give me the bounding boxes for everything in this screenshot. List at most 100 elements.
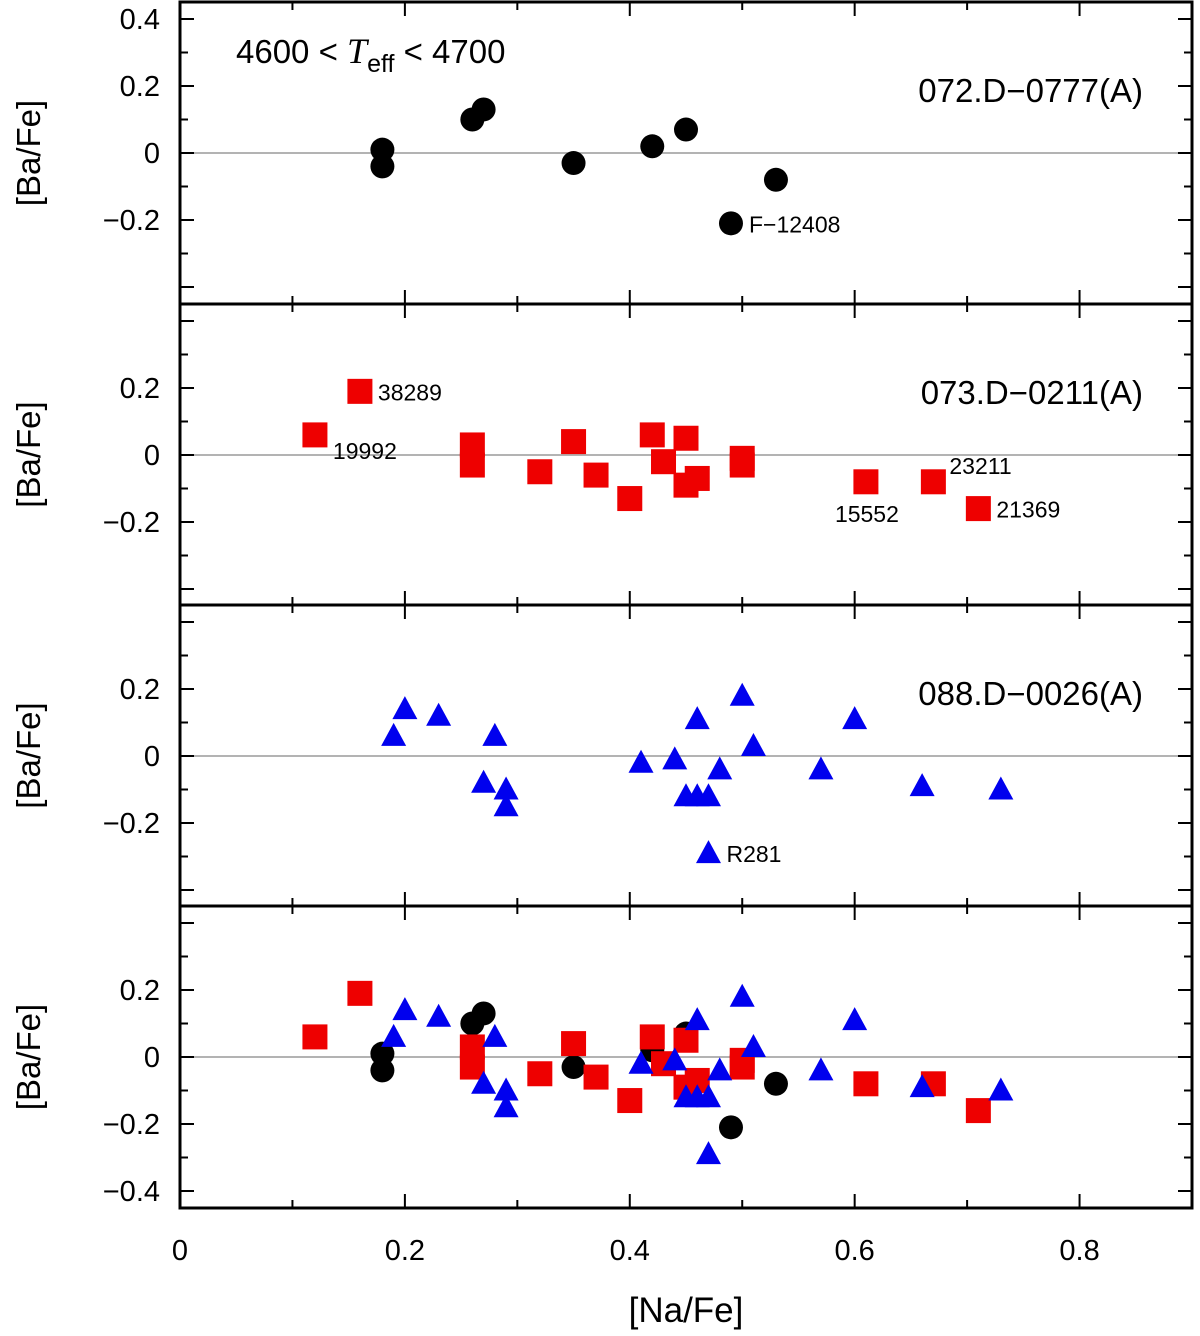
y-tick-label: 0.2 [120, 975, 160, 1007]
data-point-square [527, 1061, 553, 1087]
data-point-triangle [392, 696, 418, 720]
panel-run-label: 073.D−0211(A) [921, 374, 1143, 411]
data-point-triangle [988, 1077, 1014, 1101]
data-point-square [920, 469, 946, 495]
data-point-triangle [684, 706, 710, 730]
y-tick-label: −0.2 [103, 808, 160, 840]
data-point-square [684, 465, 710, 491]
data-point-triangle [628, 749, 654, 773]
data-point-triangle [482, 1023, 508, 1047]
data-point-triangle [740, 732, 766, 756]
y-axis-title: [Ba/Fe] [10, 100, 47, 206]
point-annotation: R281 [726, 841, 781, 867]
y-tick-label: 0.4 [120, 4, 160, 36]
data-point-circle [640, 134, 665, 159]
data-point-square [673, 1027, 699, 1053]
x-tick-label: 0.6 [835, 1235, 875, 1267]
temp-subscript: eff [367, 50, 394, 78]
data-point-triangle [493, 793, 519, 817]
x-tick-label: 0.8 [1059, 1235, 1099, 1267]
data-point-triangle [909, 773, 935, 797]
data-point-square [673, 425, 699, 451]
temp-symbol: T [347, 31, 370, 71]
data-point-circle [471, 1001, 496, 1026]
data-point-square [617, 486, 643, 512]
data-point-square [459, 452, 485, 478]
data-point-square [639, 1024, 665, 1050]
y-tick-label: −0.4 [103, 1176, 160, 1208]
temp-low: 4600 [236, 33, 309, 70]
data-point-triangle [471, 769, 497, 793]
data-point-circle [718, 1115, 743, 1140]
y-axis-title: [Ba/Fe] [10, 1004, 47, 1110]
data-point-triangle [740, 1033, 766, 1057]
y-tick-label: 0.2 [120, 674, 160, 706]
data-point-square [347, 378, 373, 404]
chart-panels: 0.40.20−0.2[Ba/Fe]072.D−0777(A)F−124080.… [10, 0, 1194, 1210]
point-annotation: 38289 [378, 379, 442, 405]
x-tick-label: 0.2 [385, 1235, 425, 1267]
data-point-square [527, 459, 553, 485]
y-tick-label: 0.2 [120, 373, 160, 405]
panel-1: 0.4 0.2 0 −0.2 [Ba/Fe] 072.D−0777(A) F−12408 [10, 0, 1194, 306]
data-point-square [459, 1054, 485, 1080]
data-point-triangle [628, 1050, 654, 1074]
data-point-square [651, 449, 677, 475]
temperature-range-label: 4600 < Teff < 4700 [236, 31, 505, 78]
data-point-circle [674, 117, 698, 142]
data-point-square [729, 1054, 755, 1080]
point-annotation: 19992 [333, 438, 397, 464]
y-axis-title: [Ba/Fe] [10, 702, 47, 808]
panel-run-label: 088.D−0026(A) [918, 675, 1143, 712]
data-point-square [302, 1024, 328, 1050]
data-point-triangle [842, 706, 868, 730]
data-point-triangle [808, 1057, 834, 1081]
point-annotation: 21369 [996, 497, 1060, 523]
data-point-square [561, 1031, 587, 1057]
data-point-triangle [729, 682, 755, 706]
data-point-circle [370, 1041, 395, 1066]
data-point-circle [370, 1058, 395, 1083]
data-point-triangle [426, 1003, 452, 1027]
x-axis-title: [Na/Fe] [629, 1291, 744, 1330]
data-point-square [583, 1064, 609, 1090]
data-point-circle [370, 137, 395, 162]
data-point-square [302, 422, 328, 448]
data-point-square [583, 462, 609, 488]
point-annotation: 23211 [949, 453, 1011, 479]
data-point-square [639, 422, 665, 448]
point-annotation: F−12408 [749, 211, 840, 237]
y-tick-label: −0.2 [103, 507, 160, 539]
chart-x-axis: 0 0.2 0.4 0.6 0.8 [172, 1235, 1100, 1267]
data-point-triangle [808, 756, 834, 780]
point-annotation: 15552 [835, 501, 899, 527]
data-point-triangle [707, 756, 733, 780]
y-tick-label: 0 [144, 1042, 160, 1074]
y-tick-label: 0 [144, 741, 160, 773]
data-point-square [561, 429, 587, 455]
data-point-circle [561, 151, 586, 176]
data-point-square [853, 1071, 879, 1097]
x-tick-label: 0.4 [610, 1235, 650, 1267]
data-point-circle [718, 211, 743, 236]
data-point-square [965, 1098, 991, 1124]
data-point-triangle [695, 1084, 721, 1108]
panel-4: 0.2 0 −0.2 −0.4 [Ba/Fe] [10, 904, 1194, 1210]
data-point-triangle [471, 1070, 497, 1094]
data-point-circle [561, 1055, 586, 1080]
panel-2: 0.2 0 −0.2 [Ba/Fe] 073.D−0211(A) 38289 19992 15… [10, 302, 1194, 607]
data-point-triangle [482, 722, 508, 746]
y-tick-label: 0.2 [120, 71, 160, 103]
data-point-circle [763, 167, 788, 192]
data-point-triangle [695, 840, 721, 864]
data-point-square [347, 980, 373, 1006]
data-point-triangle [381, 722, 407, 746]
data-point-triangle [392, 997, 418, 1021]
data-point-triangle [909, 1074, 935, 1098]
data-point-triangle [707, 1057, 733, 1081]
data-point-triangle [842, 1007, 868, 1031]
x-tick-label: 0 [172, 1235, 188, 1267]
y-axis-title: [Ba/Fe] [10, 401, 47, 507]
y-tick-label: 0 [144, 440, 160, 472]
